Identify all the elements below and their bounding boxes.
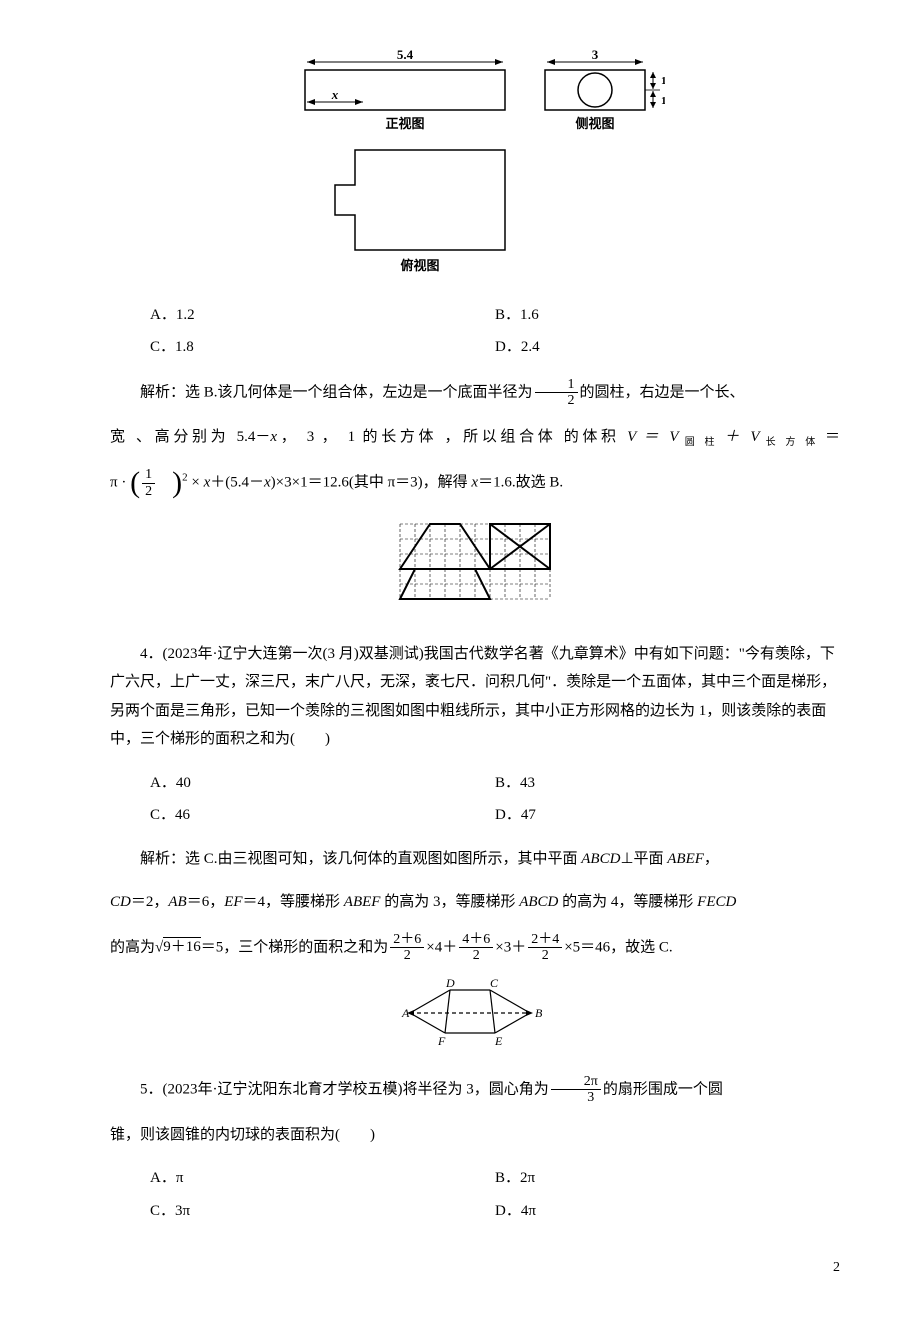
q4s3a: 的高为 [110, 939, 155, 955]
q4f3n: 2＋4 [528, 932, 562, 948]
q4f1n: 2＋6 [390, 932, 424, 948]
q4-opt-c: C．46 [150, 801, 495, 830]
q4s3d: ×3＋ [495, 939, 526, 955]
q4-grid-figure [110, 514, 840, 625]
q3-solution-p1: 解析：选 B.该几何体是一个组合体，左边是一个底面半径为12的圆柱，右边是一个长… [110, 377, 840, 409]
lblB: B [535, 1006, 543, 1020]
q4-sol-p1: 解析：选 C.由三视图可知，该几何体的直观图如图所示，其中平面 ABCD⊥平面 … [110, 845, 840, 874]
q4-para: 4．(2023年·辽宁大连第一次(3 月)双基测试)我国古代数学名著《九章算术》… [110, 640, 840, 754]
dim-h2: 1 [661, 95, 665, 107]
q4se: ， [704, 851, 719, 867]
top-view: 俯视图 [335, 150, 505, 273]
q5-para2: 锥，则该圆锥的内切球的表面积为( ) [110, 1121, 840, 1150]
q5-options-row2: C．3π D．4π [110, 1197, 840, 1226]
side-view-label: 侧视图 [575, 116, 614, 131]
q4s2i: ABCD [519, 894, 558, 910]
q4sb: ABCD [581, 851, 620, 867]
q5-para1: 5．(2023年·辽宁沈阳东北育才学校五模)将半径为 3，圆心角为2π3的扇形围… [110, 1074, 840, 1106]
q3-opt-a: A．1.2 [150, 301, 495, 330]
q3-plus: ＋ V [724, 429, 759, 445]
page-number: 2 [110, 1255, 840, 1282]
q4-options-row1: A．40 B．43 [110, 769, 840, 798]
q4s3b: ＝5，三个梯形的面积之和为 [201, 939, 389, 955]
q4-sol-p2: CD＝2，AB＝6，EF＝4，等腰梯形 ABEF 的高为 3，等腰梯形 ABCD… [110, 888, 840, 917]
abcdef-svg: A B C D E F [390, 978, 560, 1048]
q3-options-row2: C．1.8 D．2.4 [110, 333, 840, 362]
abcdef-figure: A B C D E F [110, 978, 840, 1059]
grid-svg [390, 514, 560, 614]
q5-opt-b: B．2π [495, 1164, 840, 1193]
q5pb: 的扇形围成一个圆 [603, 1081, 723, 1097]
q3-f2d: 2 [142, 484, 155, 499]
q4s2a: CD [110, 894, 131, 910]
dim-h1: 1 [661, 75, 665, 87]
q4s2b: ＝2， [131, 894, 169, 910]
q3-s3a: π · [110, 475, 130, 491]
q4s2c: AB [168, 894, 186, 910]
q3-s3b: × x＋(5.4－x)×3×1＝12.6(其中 π＝3)，解得 x＝1.6.故选… [188, 475, 563, 491]
q4s2h: 的高为 3，等腰梯形 [380, 894, 519, 910]
q3-veq: V ＝ V [627, 429, 678, 445]
q4s2k: FECD [697, 894, 736, 910]
q4s2j: 的高为 4，等腰梯形 [558, 894, 697, 910]
q4s2e: EF [224, 894, 242, 910]
q5fd: 3 [551, 1090, 601, 1105]
q3-options-row1: A．1.2 B．1.6 [110, 301, 840, 330]
q5-opt-a: A．π [150, 1164, 495, 1193]
q3-s2b: ， 3 ， 1 的长方体 ，所以组合体 的体积 [277, 429, 627, 445]
dim-3: 3 [592, 50, 599, 62]
q3-subcub: 长 方 体 [759, 437, 825, 448]
top-view-label: 俯视图 [400, 258, 439, 273]
three-view-figure: 5.4 x 正视图 3 1 1 [110, 50, 840, 291]
q3-sol-prefix: 解析：选 B.该几何体是一个组合体，左边是一个底面半径为 [140, 384, 533, 400]
q3-eq: ＝ [825, 429, 840, 445]
front-view-label: 正视图 [385, 116, 424, 131]
q4-options-row2: C．46 D．47 [110, 801, 840, 830]
q4sqrt: 9＋16 [163, 937, 201, 955]
front-view: 5.4 x 正视图 [305, 50, 505, 131]
q3-f2n: 1 [142, 467, 155, 483]
q4s2f: ＝4，等腰梯形 [243, 894, 344, 910]
q4sa: 解析：选 C.由三视图可知，该几何体的直观图如图所示，其中平面 [140, 851, 581, 867]
q3-sol-mid1: 的圆柱，右边是一个长、 [580, 384, 745, 400]
q3-opt-b: B．1.6 [495, 301, 840, 330]
lblD: D [445, 978, 455, 990]
q3-opt-d: D．2.4 [495, 333, 840, 362]
lblA: A [401, 1006, 410, 1020]
q3-solution-p2: 宽 、高分别为 5.4－x， 3 ， 1 的长方体 ，所以组合体 的体积 V ＝… [110, 423, 840, 452]
q4f3d: 2 [528, 948, 562, 963]
q5-options-row1: A．π B．2π [110, 1164, 840, 1193]
q4s3e: ×5＝46，故选 C. [564, 939, 672, 955]
q3-s2a: 宽 、高分别为 5.4－ [110, 429, 270, 445]
q5-opt-d: D．4π [495, 1197, 840, 1226]
q3-subcyl: 圆 柱 [679, 437, 725, 448]
q4-opt-a: A．40 [150, 769, 495, 798]
dim-x: x [331, 87, 339, 102]
lblC: C [490, 978, 499, 990]
q4s2g: ABEF [344, 894, 381, 910]
q3-f1n: 1 [535, 377, 578, 393]
q4-sol-p3: 的高为√9＋16＝5，三个梯形的面积之和为2＋62×4＋4＋62×3＋2＋42×… [110, 932, 840, 964]
q3-f1d: 2 [535, 393, 578, 408]
dim-5-4: 5.4 [397, 50, 414, 62]
side-view: 3 1 1 侧视图 [545, 50, 665, 131]
q4f1d: 2 [390, 948, 424, 963]
q5pa: 5．(2023年·辽宁沈阳东北育才学校五模)将半径为 3，圆心角为 [140, 1081, 549, 1097]
q5fn: 2π [551, 1074, 601, 1090]
q5-opt-c: C．3π [150, 1197, 495, 1226]
q4f2d: 2 [459, 948, 493, 963]
q4-opt-d: D．47 [495, 801, 840, 830]
q4sd: ABEF [667, 851, 704, 867]
views-svg: 5.4 x 正视图 3 1 1 [285, 50, 665, 280]
q4sc: ⊥平面 [620, 851, 667, 867]
lblE: E [494, 1034, 503, 1048]
q4s3c: ×4＋ [426, 939, 457, 955]
q4f2n: 4＋6 [459, 932, 493, 948]
q3-solution-p3: π · (12 )2 × x＋(5.4－x)×3×1＝12.6(其中 π＝3)，… [110, 467, 840, 499]
lblF: F [437, 1034, 446, 1048]
q4s2d: ＝6， [187, 894, 225, 910]
q4-opt-b: B．43 [495, 769, 840, 798]
q3-opt-c: C．1.8 [150, 333, 495, 362]
